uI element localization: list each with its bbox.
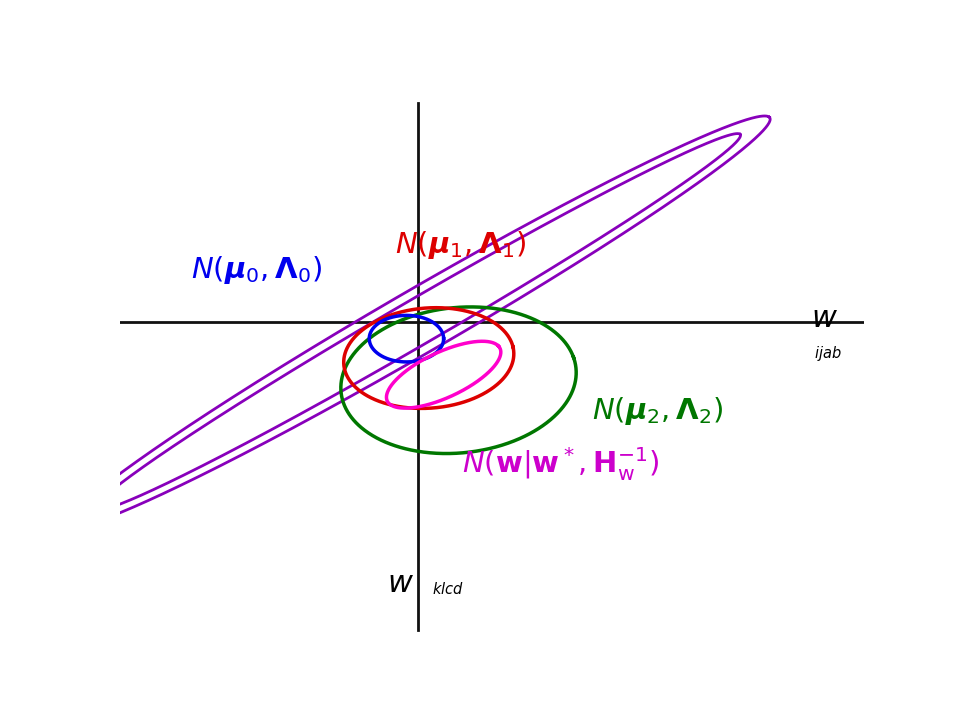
Text: $\mathit{N}(\boldsymbol{\mu}_2, \boldsymbol{\Lambda}_2)$: $\mathit{N}(\boldsymbol{\mu}_2, \boldsym… bbox=[592, 395, 724, 428]
Text: $w$: $w$ bbox=[811, 304, 838, 333]
Text: $w$: $w$ bbox=[387, 569, 414, 598]
Text: $\mathit{N}(\mathbf{w}|\mathbf{w}^*, \mathbf{H}_{\mathrm{w}}^{-1})$: $\mathit{N}(\mathbf{w}|\mathbf{w}^*, \ma… bbox=[463, 445, 660, 483]
Text: $_{klcd}$: $_{klcd}$ bbox=[432, 577, 465, 597]
Text: $_{ijab}$: $_{ijab}$ bbox=[814, 344, 842, 364]
Text: $\mathit{N}(\boldsymbol{\mu}_0, \boldsymbol{\Lambda}_0)$: $\mathit{N}(\boldsymbol{\mu}_0, \boldsym… bbox=[191, 254, 322, 286]
Text: $\mathit{N}(\boldsymbol{\mu}_1, \boldsymbol{\Lambda}_1)$: $\mathit{N}(\boldsymbol{\mu}_1, \boldsym… bbox=[396, 229, 526, 261]
